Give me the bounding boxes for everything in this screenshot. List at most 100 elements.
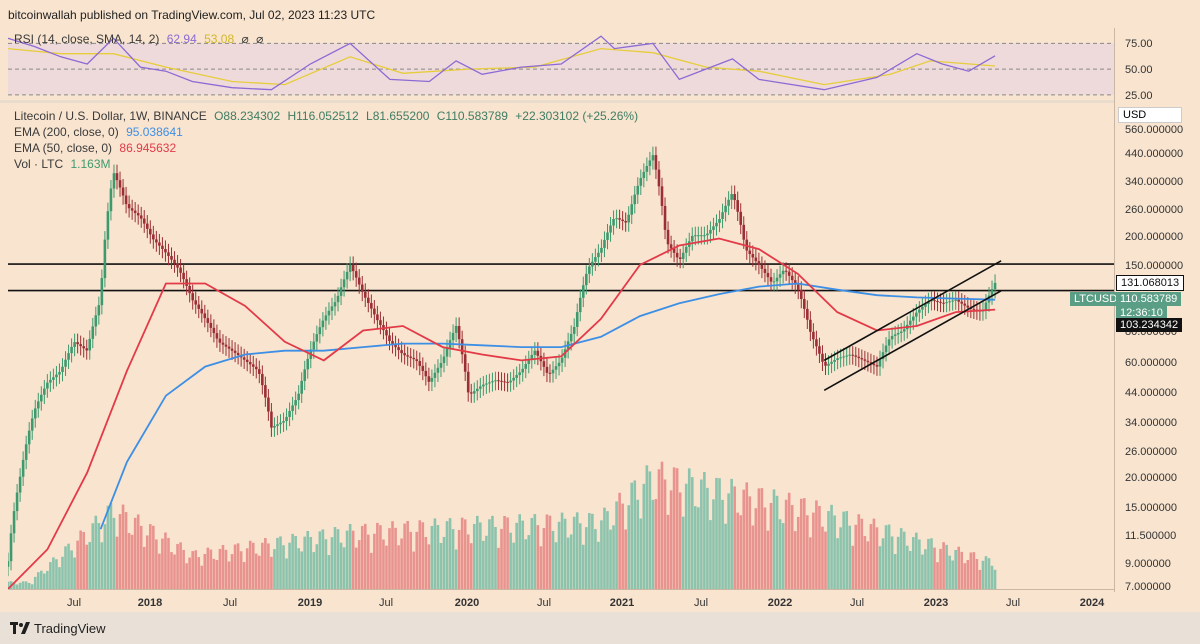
volume-bar	[149, 524, 152, 589]
volume-bar	[97, 523, 101, 589]
volume-bar	[957, 546, 961, 589]
candle-body	[6, 561, 10, 567]
volume-bar	[506, 517, 509, 589]
time-axis[interactable]: Jul 2018 Jul 2019 Jul 2020 Jul 2021 Jul …	[8, 589, 1114, 612]
volume-bar	[212, 558, 216, 589]
volume-bar	[566, 537, 570, 589]
candle-body	[318, 327, 322, 335]
candle-body	[230, 348, 234, 351]
candle-body	[681, 252, 685, 259]
volume-bar	[327, 555, 331, 589]
candle-body	[127, 204, 131, 209]
rsi-pane[interactable]: RSI (14, close, SMA, 14, 2) 62.94 53.08 …	[7, 28, 1114, 100]
volume-bar	[43, 573, 46, 589]
candle-body	[912, 316, 915, 321]
volume-bar	[167, 537, 170, 589]
candle-body	[927, 301, 930, 304]
axis-tick: 11.500000	[1125, 530, 1177, 542]
volume-bar	[824, 531, 827, 589]
volume-bar	[987, 558, 991, 589]
candle-body	[327, 310, 331, 316]
visibility-icon[interactable]: ⌀	[241, 32, 249, 46]
volume-bar	[736, 512, 739, 589]
volume-bar	[306, 530, 310, 589]
candle-body	[621, 219, 624, 222]
volume-bar	[236, 543, 240, 589]
volume-bar	[170, 552, 173, 589]
candle-body	[666, 229, 670, 245]
candle-body	[878, 359, 882, 367]
candle-body	[348, 264, 352, 272]
volume-bar	[748, 496, 752, 589]
candle-body	[648, 160, 652, 166]
volume-bar	[981, 560, 985, 589]
candle-body	[812, 331, 815, 340]
candle-body	[466, 371, 470, 393]
candle-body	[354, 271, 358, 278]
candle-body	[993, 282, 997, 290]
candle-body	[890, 335, 894, 340]
candle-body	[636, 185, 640, 195]
candle-body	[963, 303, 967, 306]
volume-bar	[133, 517, 137, 589]
visibility-icon[interactable]: ⌀	[256, 32, 264, 46]
volume-bar	[206, 547, 210, 589]
candle-body	[479, 386, 482, 389]
candle-body	[633, 194, 637, 205]
volume-bar	[155, 539, 158, 589]
volume-bar	[636, 499, 640, 589]
candle-body	[530, 354, 534, 360]
candle-body	[261, 373, 264, 386]
candle-body	[845, 355, 848, 357]
candle-body	[793, 280, 797, 285]
candle-body	[439, 363, 443, 368]
candle-body	[312, 341, 316, 350]
volume-bar	[721, 499, 724, 589]
candle-body	[324, 315, 328, 321]
volume-bar	[418, 520, 422, 589]
resistance-price-label: 131.068013	[1116, 275, 1185, 291]
ema200-value: 95.038641	[126, 125, 183, 139]
volume-bar	[899, 528, 903, 589]
candle-body	[212, 327, 216, 334]
candle-body	[839, 357, 842, 359]
candle-body	[542, 361, 546, 367]
volume-bar	[173, 554, 176, 589]
candle-body	[657, 169, 661, 187]
pane-separator[interactable]	[0, 100, 1114, 103]
volume-bar	[276, 537, 279, 589]
candle-body	[158, 242, 161, 246]
candle-body	[400, 350, 403, 354]
volume-bar	[130, 534, 134, 589]
candle-body	[609, 225, 612, 233]
candle-body	[106, 211, 110, 240]
candle-body	[578, 297, 582, 313]
axis-tick: 20.000000	[1125, 472, 1177, 484]
currency-selector[interactable]: USD	[1118, 107, 1182, 123]
candle-body	[881, 352, 885, 360]
volume-bar	[878, 546, 882, 589]
volume-bar	[427, 544, 431, 589]
volume-bar	[799, 498, 803, 589]
candle-body	[373, 308, 376, 315]
candle-body	[303, 369, 307, 381]
volume-bar	[330, 537, 334, 589]
volume-bar	[67, 543, 70, 589]
price-axis[interactable]: 75.00 50.00 25.00 560.000000 440.000000 …	[1114, 28, 1200, 593]
volume-bar	[36, 572, 40, 589]
candle-body	[945, 302, 948, 304]
candle-body	[915, 312, 918, 317]
axis-tick: 44.000000	[1125, 387, 1177, 399]
price-pane[interactable]: Litecoin / U.S. Dollar, 1W, BINANCE O88.…	[6, 103, 1114, 590]
volume-bar	[945, 544, 948, 589]
time-tick: 2020	[454, 597, 480, 609]
candle-body	[236, 352, 240, 356]
volume-bar	[548, 515, 552, 589]
volume-bar	[321, 529, 325, 589]
volume-bar	[179, 542, 182, 589]
candle-body	[766, 272, 770, 278]
candle-body	[40, 394, 43, 402]
candle-body	[806, 308, 809, 320]
candle-body	[170, 255, 173, 260]
candle-body	[512, 377, 515, 381]
